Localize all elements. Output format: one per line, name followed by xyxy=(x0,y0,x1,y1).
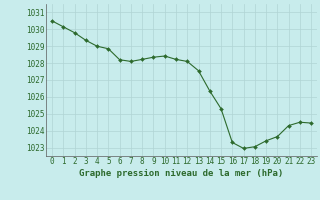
X-axis label: Graphe pression niveau de la mer (hPa): Graphe pression niveau de la mer (hPa) xyxy=(79,169,284,178)
